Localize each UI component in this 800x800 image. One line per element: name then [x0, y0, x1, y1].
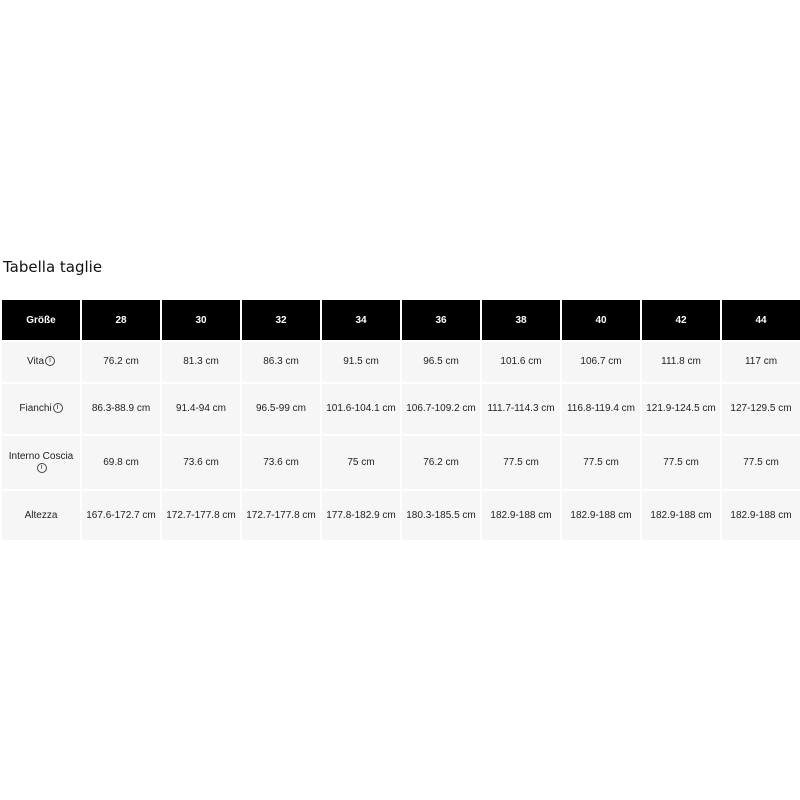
table-cell: 111.8 cm	[642, 342, 720, 382]
table-cell: 172.7-177.8 cm	[162, 491, 240, 540]
header-size-32: 32	[242, 300, 320, 340]
table-cell: 76.2 cm	[402, 436, 480, 489]
table-cell: 116.8-119.4 cm	[562, 384, 640, 434]
row-label-text: Vita	[26, 356, 45, 367]
table-row: Altezza 167.6-172.7 cm 172.7-177.8 cm 172.7…	[2, 491, 800, 540]
table-cell: 73.6 cm	[162, 436, 240, 489]
row-label: Vita i	[2, 342, 80, 382]
page-title: Tabella taglie	[3, 258, 103, 276]
table-cell: 91.4-94 cm	[162, 384, 240, 434]
header-size-34: 34	[322, 300, 400, 340]
table-cell: 77.5 cm	[562, 436, 640, 489]
table-cell: 182.9-188 cm	[482, 491, 560, 540]
table-cell: 172.7-177.8 cm	[242, 491, 320, 540]
size-chart-table: Größe 28 30 32 34 36 38 40 42 44 Vita i 76.2 cm 81.…	[0, 298, 800, 542]
header-size-40: 40	[562, 300, 640, 340]
row-label: Interno Cosciai	[2, 436, 80, 489]
row-label-text: Altezza	[24, 509, 58, 521]
table-row: Interno Cosciai 69.8 cm 73.6 cm 73.6 cm 75 c…	[2, 436, 800, 489]
table-cell: 76.2 cm	[82, 342, 160, 382]
table-cell: 101.6-104.1 cm	[322, 384, 400, 434]
table-cell: 101.6 cm	[482, 342, 560, 382]
table-cell: 86.3-88.9 cm	[82, 384, 160, 434]
info-icon[interactable]: i	[45, 356, 56, 367]
row-label-text: Interno Coscia	[8, 450, 74, 462]
info-icon[interactable]: i	[52, 403, 63, 414]
table-cell: 96.5 cm	[402, 342, 480, 382]
table-cell: 77.5 cm	[722, 436, 800, 489]
table-cell: 91.5 cm	[322, 342, 400, 382]
table-cell: 182.9-188 cm	[562, 491, 640, 540]
table-cell: 180.3-185.5 cm	[402, 491, 480, 540]
table-cell: 127-129.5 cm	[722, 384, 800, 434]
header-size-30: 30	[162, 300, 240, 340]
header-size-36: 36	[402, 300, 480, 340]
table-cell: 81.3 cm	[162, 342, 240, 382]
table-row: Vita i 76.2 cm 81.3 cm 86.3 cm 91.5 cm 96.5 cm…	[2, 342, 800, 382]
table-cell: 121.9-124.5 cm	[642, 384, 720, 434]
header-row: Größe 28 30 32 34 36 38 40 42 44	[2, 300, 800, 340]
table-cell: 77.5 cm	[482, 436, 560, 489]
table-cell: 182.9-188 cm	[722, 491, 800, 540]
table-cell: 117 cm	[722, 342, 800, 382]
table-cell: 77.5 cm	[642, 436, 720, 489]
row-label: Fianchi i	[2, 384, 80, 434]
info-icon[interactable]: i	[36, 462, 47, 473]
table-cell: 182.9-188 cm	[642, 491, 720, 540]
header-size-28: 28	[82, 300, 160, 340]
table-cell: 73.6 cm	[242, 436, 320, 489]
row-label-text: Fianchi	[19, 403, 52, 414]
table-cell: 177.8-182.9 cm	[322, 491, 400, 540]
table-cell: 75 cm	[322, 436, 400, 489]
table-cell: 86.3 cm	[242, 342, 320, 382]
header-size-44: 44	[722, 300, 800, 340]
table-cell: 167.6-172.7 cm	[82, 491, 160, 540]
table-cell: 106.7 cm	[562, 342, 640, 382]
table-cell: 111.7-114.3 cm	[482, 384, 560, 434]
table-cell: 106.7-109.2 cm	[402, 384, 480, 434]
table-cell: 96.5-99 cm	[242, 384, 320, 434]
header-size-label: Größe	[2, 300, 80, 340]
table-row: Fianchi i 86.3-88.9 cm 91.4-94 cm 96.5-99 cm…	[2, 384, 800, 434]
header-size-38: 38	[482, 300, 560, 340]
header-size-42: 42	[642, 300, 720, 340]
table-cell: 69.8 cm	[82, 436, 160, 489]
row-label: Altezza	[2, 491, 80, 540]
